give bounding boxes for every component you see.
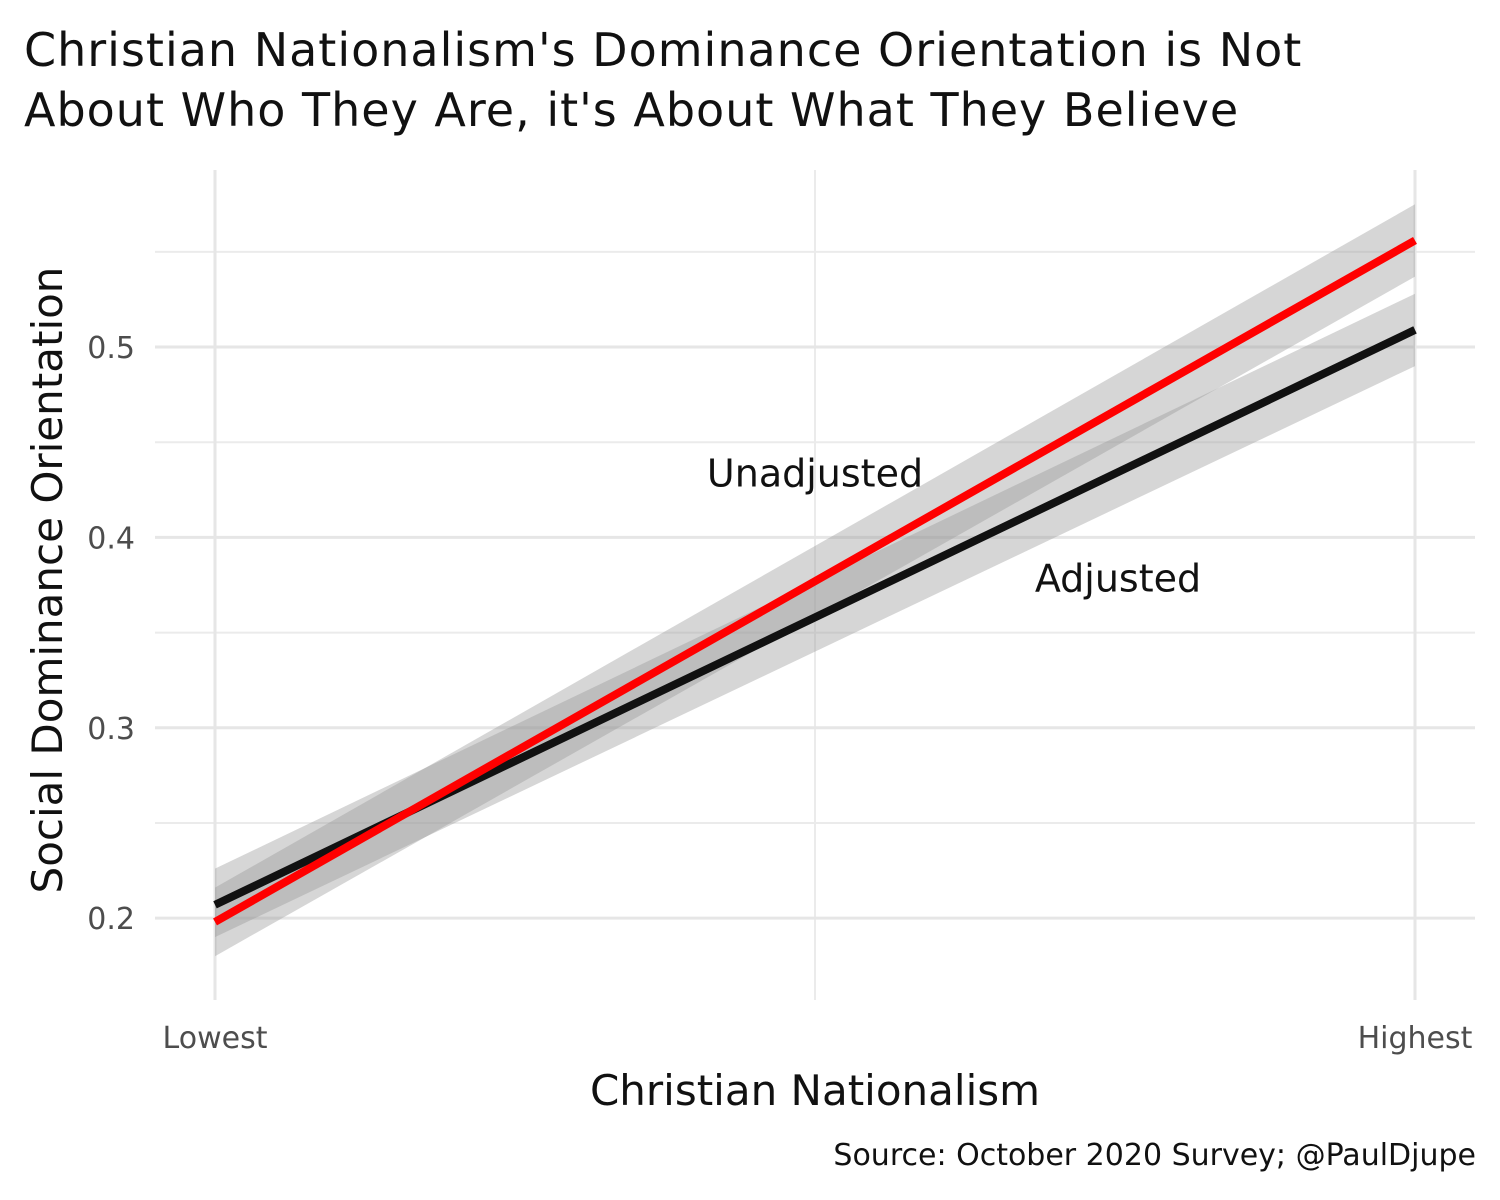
chart-caption: Source: October 2020 Survey; @PaulDjupe <box>833 1138 1476 1173</box>
y-axis-title: Social Dominance Orientation <box>23 267 72 894</box>
y-tick-label: 0.5 <box>87 331 135 366</box>
line-unadjusted <box>213 236 1417 926</box>
y-tick-label: 0.2 <box>87 902 135 937</box>
y-tick-label: 0.3 <box>87 712 135 747</box>
annotation-unadjusted: Unadjusted <box>707 452 923 496</box>
chart-title: Christian Nationalism's Dominance Orient… <box>24 20 1302 140</box>
x-tick-label: Highest <box>1358 1021 1473 1056</box>
chart-title-line-1: Christian Nationalism's Dominance Orient… <box>24 23 1303 77</box>
annotation-adjusted: Adjusted <box>1035 556 1201 600</box>
x-tick-label: Lowest <box>163 1021 268 1056</box>
y-tick-label: 0.4 <box>87 521 135 556</box>
chart-title-line-2: About Who They Are, it's About What They… <box>24 83 1240 137</box>
x-axis-title: Christian Nationalism <box>590 1066 1040 1115</box>
